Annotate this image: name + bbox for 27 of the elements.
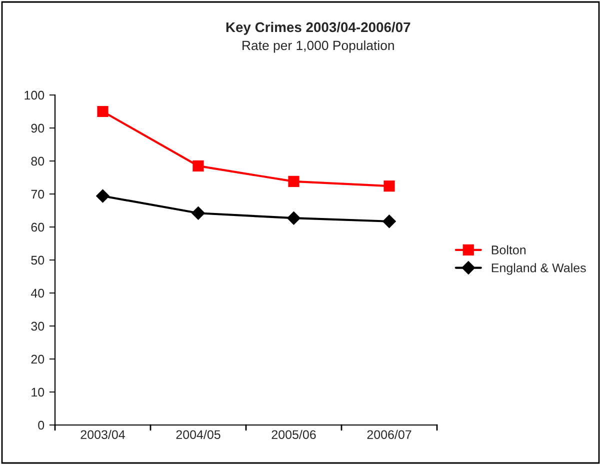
chart-subtitle: Rate per 1,000 Population [242,40,394,53]
y-tick-label: 50 [31,256,44,265]
x-tick-label: 2005/06 [272,430,316,440]
point [384,180,395,192]
x-tick-label: 2003/04 [80,430,125,440]
x-tick-label: 2006/07 [367,430,412,440]
legend-label: Bolton [492,245,526,254]
y-tick-label: 0 [38,420,44,430]
chart-title: Key Crimes 2003/04-2006/07 [226,22,410,35]
point [192,160,204,172]
y-tick-label: 70 [31,190,44,199]
point [288,176,300,188]
y-tick-label: 20 [31,354,44,364]
y-tick-label: 100 [24,90,44,100]
y-tick-label: 40 [30,288,44,298]
y-tick-label: 30 [31,322,44,331]
point [96,189,110,203]
y-tick-label: 80 [31,156,44,166]
x-tick-label: 2004/05 [176,430,220,440]
point [192,206,205,220]
point [382,214,396,228]
point [287,212,300,225]
y-tick-label: 10 [32,388,44,397]
y-tick-label: 60 [31,222,44,232]
legend-label: England & Wales [492,263,586,275]
point [97,106,108,118]
y-tick-label: 90 [31,124,44,133]
